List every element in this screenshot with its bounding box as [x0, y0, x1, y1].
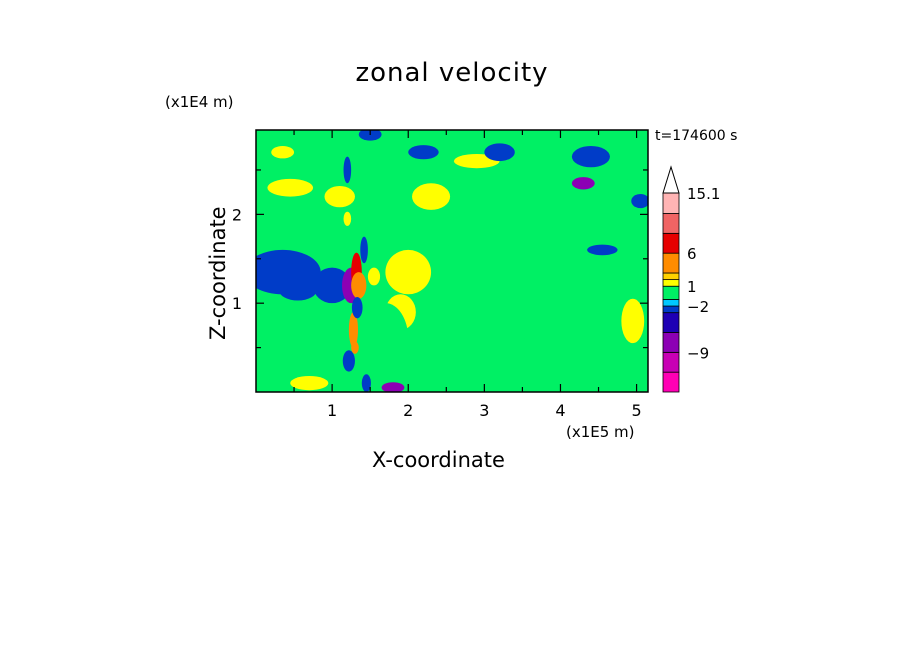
contour-cell-6	[256, 187, 378, 242]
contour-cell-50	[381, 382, 405, 392]
contour-cell-17	[537, 196, 629, 233]
y-axis-label: Z-coordinate	[206, 206, 230, 340]
contour-cell-21	[412, 183, 451, 210]
x-tick-label: 3	[479, 401, 489, 420]
contour-cell-47	[343, 156, 352, 184]
contour-cell-7	[256, 134, 355, 188]
contour-cell-10	[271, 145, 295, 159]
colorbar-segment	[662, 213, 680, 234]
colorbar-segment	[662, 279, 680, 287]
colorbar-segment	[662, 285, 680, 300]
colorbar-extend-arrow	[662, 165, 680, 194]
colorbar-segment	[662, 312, 680, 333]
colorbar-segment	[662, 252, 680, 274]
colorbar-segment	[662, 351, 680, 373]
contour-cell-35	[571, 145, 610, 168]
contour-cell-19	[560, 241, 648, 277]
colorbar-segment	[662, 332, 680, 353]
x-tick-label: 4	[555, 401, 565, 420]
x-axis-unit: (x1E5 m)	[566, 423, 635, 441]
contour-cell-8	[267, 178, 314, 197]
colorbar-label: −2	[687, 298, 709, 316]
contour-cell-18	[431, 241, 569, 268]
contour-cell-23	[385, 249, 432, 295]
contour-cell-4	[290, 376, 329, 391]
colorbar-segment	[662, 192, 680, 214]
colorbar-segment	[662, 299, 680, 307]
y-axis-unit: (x1E4 m)	[165, 93, 234, 111]
colorbar: 15.1 6 1 −2 −9	[662, 165, 720, 393]
contour-cell-38	[358, 130, 382, 141]
chart-title: zonal velocity	[355, 58, 549, 88]
contour-cell-48	[343, 211, 352, 226]
contour-cell-27	[408, 347, 485, 384]
contour-cell-44	[351, 296, 363, 319]
contour-cell-51	[361, 374, 371, 392]
contour-cell-52	[367, 267, 381, 286]
contour-cell-46	[342, 350, 355, 372]
colorbar-segment	[662, 371, 680, 393]
colorbar-label: 6	[687, 245, 697, 263]
contour-cell-45	[360, 236, 368, 264]
contour-cell-33	[408, 145, 439, 160]
contour-cell-31	[621, 298, 645, 344]
contour-cell-42	[351, 272, 367, 299]
contour-cell-25	[362, 303, 409, 375]
y-tick-label: 2	[232, 205, 242, 224]
contour-cell-43	[348, 312, 358, 348]
x-tick-label: 1	[327, 401, 337, 420]
colorbar-segment	[662, 232, 680, 254]
contour-cell-12	[278, 279, 317, 301]
y-tick-label: 1	[232, 294, 242, 313]
colorbar-label: 1	[687, 278, 697, 296]
contour-cell-1	[305, 316, 359, 361]
time-label: t=174600 s	[655, 128, 738, 144]
colorbar-label: 15.1	[687, 185, 720, 203]
x-tick-label: 2	[403, 401, 413, 420]
contour-cell-14	[265, 294, 285, 313]
contour-cell-36	[571, 177, 595, 190]
x-axis-label: X-coordinate	[372, 448, 505, 472]
contour-cell-34	[484, 143, 515, 162]
contour-cell-9	[324, 185, 355, 208]
contour-cell-13	[313, 267, 352, 304]
plot-frame	[255, 129, 649, 393]
colorbar-segment	[662, 272, 680, 281]
plot-axes: 1 2 3 4 5 1 2	[232, 129, 649, 420]
contour-field	[256, 130, 648, 392]
contour-cell-49	[351, 341, 359, 354]
contour-cell-3	[278, 356, 340, 384]
colorbar-segment	[662, 305, 680, 314]
contour-cell-39	[587, 244, 618, 256]
contour-cell-28	[537, 316, 614, 344]
contour-cell-37	[631, 193, 648, 209]
contour-cell-29	[590, 334, 648, 388]
colorbar-label: −9	[687, 344, 709, 362]
contour-cell-30	[530, 368, 591, 390]
x-tick-label: 5	[631, 401, 641, 420]
